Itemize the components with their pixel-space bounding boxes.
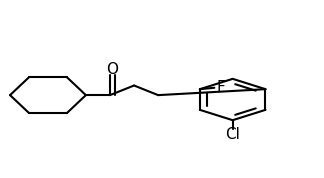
- Text: Cl: Cl: [225, 127, 240, 142]
- Text: F: F: [217, 80, 226, 95]
- Text: O: O: [106, 62, 118, 77]
